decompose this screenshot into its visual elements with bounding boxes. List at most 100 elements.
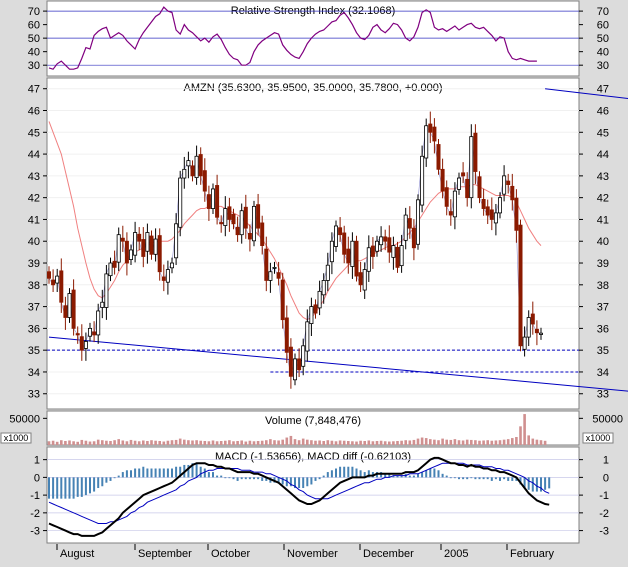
volume-bar (371, 441, 375, 445)
candle-body (510, 185, 515, 201)
volume-bar (142, 440, 145, 445)
volume-bar (482, 440, 485, 445)
macd-histogram-bar (359, 470, 362, 478)
macd-histogram-bar (515, 477, 518, 481)
candle-body (292, 358, 297, 381)
macd-histogram-bar (503, 477, 506, 480)
month-label: October (211, 548, 250, 560)
candle-body (444, 187, 449, 207)
macd-histogram-bar (507, 477, 510, 481)
macd-histogram-bar (203, 468, 206, 478)
macd-histogram-bar (207, 472, 210, 478)
tick-label-right: 40 (597, 47, 609, 59)
macd-histogram-bar (158, 468, 161, 478)
candle-body (333, 225, 338, 247)
macd-histogram-bar (453, 477, 456, 479)
volume-bar (420, 437, 424, 445)
candle-body (47, 271, 52, 279)
candle-body (88, 327, 93, 337)
candle-body (424, 125, 429, 159)
price-panel: AMZN (35.6300, 35.9500, 35.0000, 35.7800… (46, 77, 580, 410)
volume-bar (392, 441, 395, 445)
volume-bar (355, 441, 358, 445)
candle-body (415, 199, 420, 245)
tick-label-left: 60 (28, 20, 40, 32)
candle-body (313, 304, 318, 314)
candle-body (362, 269, 367, 291)
tick-label-left: 70 (28, 6, 40, 18)
tick-label-left: 34 (28, 367, 40, 379)
volume-bar (236, 441, 239, 445)
volume-bar (498, 440, 502, 445)
macd-histogram-bar (195, 463, 198, 478)
volume-bar (228, 440, 231, 445)
volume-bar (437, 440, 440, 445)
volume-bar (383, 441, 387, 445)
macd-histogram-bar (109, 477, 112, 481)
macd-histogram-bar (138, 468, 141, 478)
candle-body (128, 249, 133, 260)
volume-bar (449, 439, 453, 445)
candle-body (403, 214, 408, 241)
candle-body (149, 235, 154, 255)
volume-bar (363, 441, 366, 445)
macd-histogram-bar (548, 477, 551, 489)
volume-bar (252, 441, 256, 445)
macd-histogram-bar (482, 477, 485, 480)
volume-bar (203, 441, 207, 445)
volume-bar (470, 439, 473, 445)
candle-body (276, 272, 281, 279)
macd-histogram-bar (257, 477, 260, 480)
macd-histogram-bar (408, 475, 411, 478)
volume-bar (96, 439, 100, 445)
macd-histogram-bar (322, 475, 325, 478)
tick-label-right: -3 (599, 526, 609, 538)
volume-bar (256, 441, 260, 445)
x-axis: August September October November December 20… (47, 544, 579, 561)
tick-label-right: 50 (597, 33, 609, 45)
volume-bar (215, 441, 219, 445)
tick-label-right: -1 (599, 490, 609, 502)
macd-histogram-bar (84, 477, 87, 496)
candle-body (428, 123, 433, 133)
candle-body (358, 272, 363, 286)
candle-body (210, 188, 215, 209)
volume-bar (289, 435, 293, 445)
volume-bar (502, 439, 506, 445)
macd-histogram-bar (314, 477, 317, 481)
volume-bar (326, 440, 330, 445)
volume-bar (297, 440, 301, 445)
volume-bar (543, 440, 547, 445)
tick-label-left: 50 (28, 33, 40, 45)
volume-bar (375, 441, 379, 445)
volume-bar (187, 440, 190, 445)
candle-body (120, 237, 125, 242)
candle-body (432, 126, 437, 142)
volume-bar (330, 440, 334, 445)
candle-body (165, 269, 170, 283)
volume-bar (531, 438, 535, 445)
macd-histogram-bar (277, 477, 280, 483)
volume-scale-left: x1000 (4, 433, 29, 443)
volume-bar (88, 441, 92, 445)
volume-bar (92, 441, 96, 445)
macd-histogram-bar (294, 477, 296, 489)
volume-scale-right: x1000 (586, 433, 611, 443)
macd-histogram-bar (220, 475, 223, 478)
candle-body (288, 346, 293, 377)
candle-body (383, 236, 388, 242)
candle-body (169, 262, 174, 269)
candle-body (231, 213, 236, 225)
rsi-panel: Relative Strength Index (32.1068) (46, 0, 580, 77)
macd-histogram-bar (367, 470, 370, 478)
volume-bar (224, 440, 227, 445)
candle-body (268, 271, 273, 281)
macd-histogram-bar (445, 475, 448, 478)
volume-bar (367, 440, 371, 445)
candle-body (539, 332, 544, 335)
candle-body (227, 206, 232, 220)
tick-label-left: -1 (30, 490, 40, 502)
volume-bar (515, 437, 518, 445)
macd-histogram-bar (466, 477, 469, 480)
macd-histogram-bar (339, 466, 342, 478)
